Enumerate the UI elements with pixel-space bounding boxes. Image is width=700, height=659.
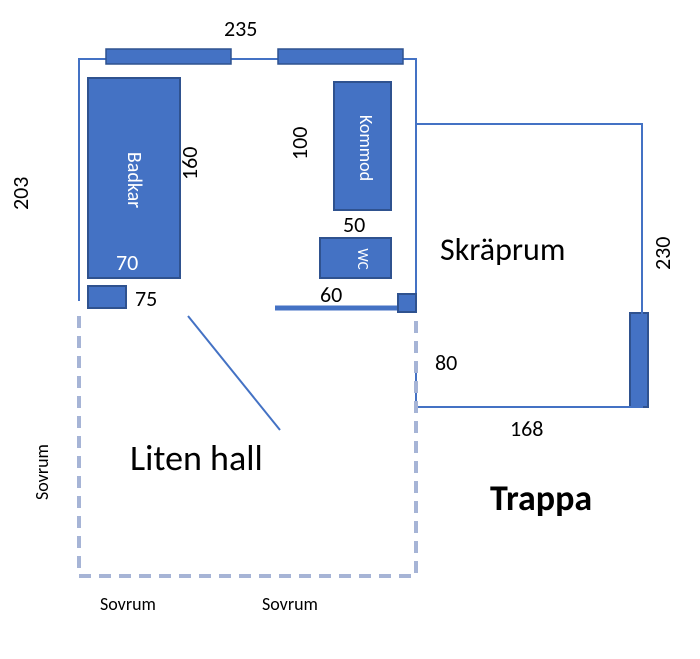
dim-100: 100: [286, 127, 313, 160]
fixture-skraprum-bar: [630, 313, 648, 407]
wall-segment-1: [278, 49, 403, 64]
wall-segment-0: [106, 49, 231, 64]
dim-235: 235: [224, 15, 257, 42]
dim-60: 60: [320, 281, 342, 308]
fixture-small-block-left: [88, 286, 126, 308]
label-liten-hall: Liten hall: [130, 436, 263, 480]
label-trappa: Trappa: [490, 476, 592, 520]
dim-230: 230: [649, 237, 676, 270]
fixture-label-badkar: Badkar: [122, 152, 146, 208]
dim-70: 70: [116, 249, 138, 276]
side-sovrum-b2: Sovrum: [262, 593, 318, 615]
door-swing: [188, 316, 280, 430]
fixture-label-kommod: Kommod: [355, 115, 377, 181]
label-skraprum: Skräprum: [440, 230, 565, 269]
fixture-small-block-door: [398, 294, 416, 312]
dim-50: 50: [343, 211, 365, 238]
dim-75: 75: [135, 285, 157, 312]
floorplan-diagram: Badkar Kommod WC 235 203 160 100 70 50 60 75 80 230 1…: [0, 0, 700, 659]
dim-80: 80: [435, 349, 457, 376]
side-sovrum-b1: Sovrum: [100, 593, 156, 615]
dim-203: 203: [7, 177, 34, 210]
dim-168: 168: [510, 415, 543, 442]
fixture-label-wc: WC: [353, 248, 371, 269]
dim-160: 160: [176, 147, 203, 180]
side-sovrum-left: Sovrum: [31, 444, 53, 500]
